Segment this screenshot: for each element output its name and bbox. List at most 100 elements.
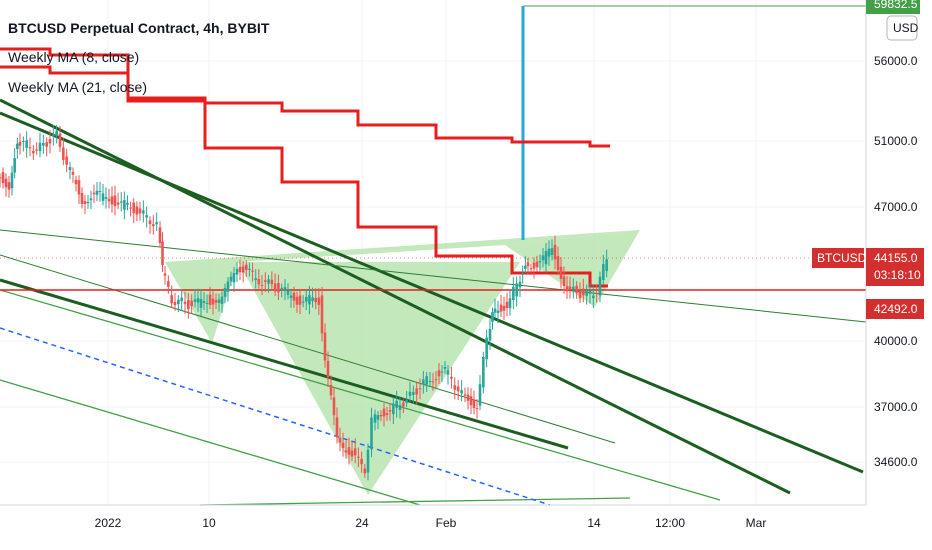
candle-body: [388, 410, 392, 412]
y-tick-label: 51000.0: [874, 134, 918, 148]
candle-body: [595, 293, 598, 295]
candle-body: [196, 298, 200, 303]
currency-badge[interactable]: [886, 15, 918, 41]
candle-body: [493, 308, 497, 313]
candle-body: [155, 222, 158, 225]
top-price-label: 59832.5: [874, 0, 918, 11]
candle-body: [335, 417, 339, 437]
candle-body: [472, 399, 476, 408]
candle-body: [565, 286, 569, 292]
candle-body: [98, 191, 102, 193]
candle-body: [217, 299, 221, 303]
x-axis-ticks: 2022 10 24 Feb 14 12:00 Mar: [95, 516, 767, 530]
candle-body: [463, 394, 467, 396]
descending-trendline-main: [0, 111, 864, 474]
candle-body: [550, 248, 554, 255]
candle-body: [502, 305, 506, 311]
descending-channel-lower: [0, 278, 569, 450]
candle-body: [92, 192, 96, 195]
x-tick-label: 2022: [95, 516, 122, 530]
candle-body: [512, 286, 515, 301]
candle-body: [177, 299, 180, 305]
candle-body: [74, 179, 78, 185]
candle-body: [38, 142, 42, 151]
candle-body: [347, 447, 351, 455]
candle-body: [35, 149, 38, 151]
candle-body: [326, 360, 330, 378]
candle-body: [55, 130, 58, 136]
candle-body: [254, 278, 258, 281]
x-tick-label: 24: [355, 516, 369, 530]
candle-body: [363, 468, 367, 474]
candle-body: [338, 437, 342, 443]
candle-body: [357, 456, 360, 458]
candle-body: [353, 448, 357, 456]
candle-body: [529, 268, 533, 270]
candle-body: [229, 276, 233, 282]
x-tick-label: 14: [587, 516, 601, 530]
ma-21-legend[interactable]: Weekly MA (21, close): [8, 79, 148, 95]
candle-body: [524, 265, 527, 269]
candle-body: [408, 391, 412, 396]
x-tick-label: 12:00: [655, 516, 685, 530]
thin-descending-line: [0, 254, 616, 444]
chart-title[interactable]: BTCUSD Perpetual Contract, 4h, BYBIT: [8, 20, 270, 36]
candle-body: [45, 142, 48, 147]
candle-body: [311, 297, 314, 302]
lowest-channel-line: [0, 379, 421, 506]
candle-body: [208, 294, 212, 305]
candle-body: [119, 201, 123, 203]
candle-body: [83, 201, 87, 204]
candle-body: [488, 328, 492, 341]
candle-body: [110, 196, 114, 205]
candle-body: [588, 290, 592, 294]
candle-body: [478, 384, 482, 406]
candle-body: [152, 224, 155, 227]
candle-body: [48, 139, 52, 144]
candle-body: [592, 295, 595, 299]
candle-body: [379, 414, 383, 417]
candle-body: [508, 298, 512, 309]
candle-body: [373, 414, 377, 423]
candle-body: [425, 376, 428, 385]
candle-body: [553, 244, 557, 260]
last-price-label: 44155.0: [874, 251, 918, 265]
candle-body: [541, 255, 545, 261]
candle-body: [605, 259, 608, 272]
candle-body: [505, 301, 509, 309]
candle-body: [163, 273, 167, 276]
candle-body: [556, 256, 560, 270]
candle-body: [572, 286, 575, 291]
top-price-badge: [866, 0, 920, 14]
descending-trendline-upper: [0, 98, 791, 495]
candle-body: [415, 388, 418, 395]
candle-body: [235, 268, 239, 275]
candle-body: [395, 400, 398, 408]
candle-body: [320, 295, 324, 334]
candle-body: [532, 262, 536, 269]
candle-body: [161, 241, 164, 266]
ma-8-legend[interactable]: Weekly MA (8, close): [8, 49, 140, 65]
candle-body: [376, 415, 380, 420]
candle-body: [437, 370, 441, 377]
candle-body: [341, 442, 345, 449]
candle-body: [241, 266, 245, 273]
candle-body: [257, 279, 261, 285]
candle-body: [304, 296, 308, 302]
candle-body: [270, 279, 274, 285]
candle-body: [578, 291, 582, 299]
candle-body: [515, 283, 518, 297]
candle-body: [398, 405, 402, 410]
candle-body: [32, 151, 35, 154]
candle-body: [453, 385, 457, 390]
candle-body: [602, 264, 605, 281]
candle-body: [107, 198, 111, 202]
candle-body: [211, 298, 215, 305]
candle-body: [13, 158, 16, 173]
candle-body: [332, 397, 336, 416]
candle-body: [145, 215, 148, 218]
candle-body: [526, 262, 530, 267]
symbol-badge: [812, 248, 864, 268]
